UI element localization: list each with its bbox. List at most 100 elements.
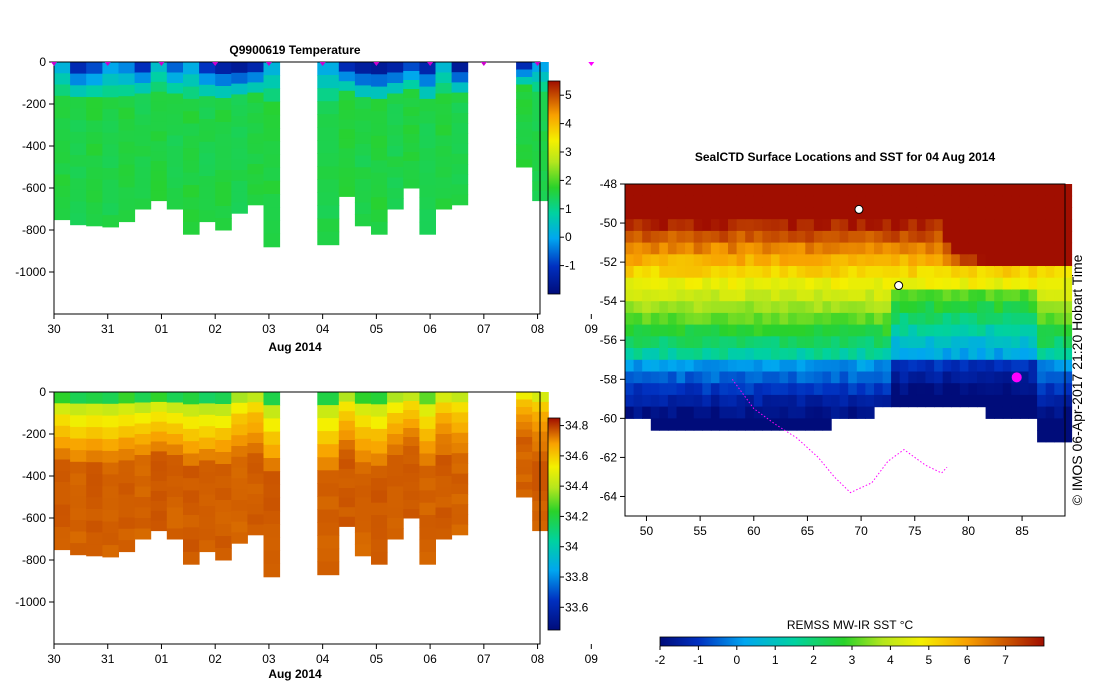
sst-cell [908, 336, 918, 349]
sst-cell [882, 230, 892, 244]
sst-cell [693, 359, 703, 373]
sst-cell [1045, 312, 1055, 326]
sst-cell [702, 348, 712, 361]
profile-cell [263, 194, 281, 208]
sst-cell [1011, 312, 1021, 326]
profile-cell [338, 119, 356, 130]
lon-tick-label: 50 [640, 524, 654, 538]
sst-cell [839, 312, 849, 326]
sst-cell [985, 219, 995, 232]
sst-cell [865, 219, 875, 232]
profile-cell [134, 83, 152, 94]
y-tick-label: -200 [22, 427, 46, 441]
sst-cell [667, 301, 678, 314]
profile-cell [419, 515, 436, 528]
sst-cell [633, 406, 643, 419]
sst-cell [899, 230, 909, 244]
profile-cell [54, 504, 71, 517]
lon-tick-label: 85 [1015, 524, 1029, 538]
sst-cell [779, 219, 789, 232]
profile-cell [371, 515, 388, 528]
sst-cell [968, 266, 978, 279]
sst-cell [659, 289, 669, 302]
sst-cell [977, 195, 987, 208]
sst-cell [813, 219, 824, 232]
sst-cell [1045, 301, 1055, 314]
profile-cell [183, 62, 200, 75]
sst-cell [702, 289, 712, 302]
profile-cell [86, 497, 103, 510]
sst-cell [1019, 289, 1030, 302]
profile-cell [403, 401, 420, 411]
sst-map-frame [624, 183, 1066, 517]
sst-cell [1045, 219, 1055, 232]
sst-cell [882, 324, 892, 337]
profile-cell [134, 455, 152, 466]
sst-cell [659, 301, 669, 314]
sst-colorbar-tick-label: 3 [849, 653, 856, 667]
sst-cell [753, 195, 763, 208]
salinity-colorbar [547, 417, 561, 631]
sst-cell [934, 312, 944, 326]
sst-cell [839, 254, 849, 267]
sst-cell [916, 207, 927, 220]
sst-cell [822, 289, 832, 302]
profile-cell [516, 129, 533, 138]
profile-cell [435, 135, 453, 147]
sst-cell [796, 394, 806, 408]
sst-cell [779, 242, 789, 255]
profile-cell [338, 81, 356, 92]
sst-cell [831, 219, 841, 232]
profile-cell [247, 123, 264, 134]
sst-cell [736, 406, 746, 419]
profile-cell [70, 213, 87, 226]
profile-cell [102, 73, 119, 87]
temperature-x-axis-label: Aug 2014 [268, 340, 322, 354]
sst-cell [805, 359, 815, 373]
sst-cell [1028, 230, 1038, 244]
sst-cell [685, 219, 695, 232]
sst-cell [736, 383, 746, 396]
profile-cell [150, 510, 168, 522]
sst-cell [1011, 324, 1021, 337]
profile-cell [263, 563, 281, 578]
sst-cell [1019, 219, 1030, 232]
sst-cell [1011, 195, 1021, 208]
sst-cell [650, 394, 660, 408]
profile-cell [215, 548, 232, 561]
sst-cell [934, 230, 944, 244]
sst-cell [796, 254, 806, 267]
profile-cell [86, 520, 103, 533]
profile-cell [516, 444, 533, 453]
sst-cell [925, 242, 935, 255]
y-tick-label: -800 [22, 553, 46, 567]
sst-cell [908, 301, 918, 314]
profile-cell [150, 431, 168, 442]
sst-cell [625, 359, 635, 373]
sst-cell [745, 289, 755, 302]
sst-cell [925, 266, 935, 279]
profile-cell [199, 403, 216, 416]
sst-map-axes: 50 55 60 65 70 75 80 85-48-50-52-54-56-58-60-62… [600, 177, 1029, 538]
sst-cell [1062, 324, 1073, 337]
profile-cell [231, 456, 248, 469]
profile-cell [317, 535, 340, 550]
profile-cell [215, 206, 232, 219]
profile-cell [215, 500, 232, 513]
profile-cell [419, 172, 436, 186]
profile-cell [166, 104, 184, 115]
sst-cell [1019, 348, 1030, 361]
sst-cell [1019, 301, 1030, 314]
profile-cell [54, 95, 71, 108]
sst-cell [1011, 207, 1021, 220]
profile-cell [247, 72, 264, 83]
sst-cell [968, 383, 978, 396]
sst-field-layer [625, 184, 1073, 494]
sst-cell [805, 195, 815, 208]
sst-cell [1002, 336, 1012, 349]
profile-cell [451, 184, 469, 196]
sst-cell [659, 359, 669, 373]
profile-cell [419, 502, 436, 516]
sst-cell [1045, 348, 1055, 361]
sst-cell [796, 289, 806, 302]
